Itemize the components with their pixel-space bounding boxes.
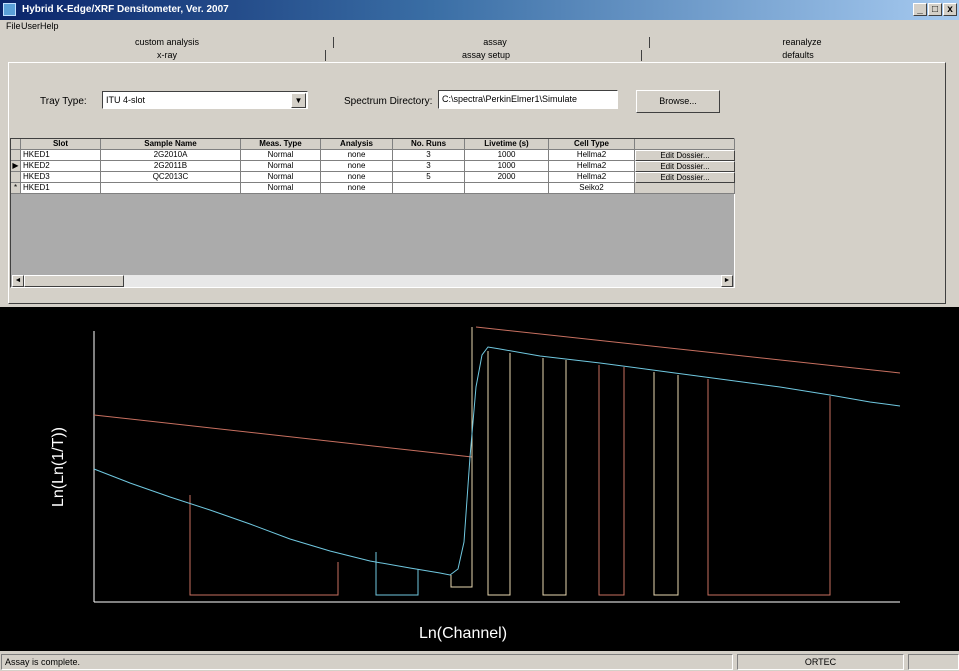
status-message: Assay is complete. (1, 654, 733, 670)
cell-sample-name[interactable]: QC2013C (101, 172, 241, 183)
status-extra (908, 654, 959, 670)
tab-custom-analysis[interactable]: custom analysis (134, 37, 200, 47)
window-title: Hybrid K-Edge/XRF Densitometer, Ver. 200… (22, 4, 229, 15)
col-livetime[interactable]: Livetime (s) (465, 139, 549, 150)
edge-marker (450, 327, 473, 588)
tab-defaults[interactable]: defaults (642, 48, 954, 62)
scroll-thumb[interactable] (24, 275, 124, 287)
cell-no-runs[interactable]: 3 (393, 150, 465, 161)
col-analysis[interactable]: Analysis (321, 139, 393, 150)
cell-sample-name[interactable]: 2G2011B (101, 161, 241, 172)
cell-meas-type[interactable]: Normal (241, 161, 321, 172)
row-marker[interactable] (11, 172, 21, 183)
fit-line-pre-edge (93, 414, 473, 458)
spectrum-trace (93, 346, 901, 576)
cell-no-runs[interactable]: 5 (393, 172, 465, 183)
cell-analysis[interactable]: none (321, 172, 393, 183)
cell-sample-name[interactable]: 2G2010A (101, 150, 241, 161)
status-vendor: ORTEC (737, 654, 904, 670)
scroll-right-icon[interactable]: ► (721, 275, 733, 287)
roi-box-1 (189, 495, 339, 596)
cell-livetime[interactable]: 1000 (465, 150, 549, 161)
spectrum-plot-svg: Ln(Channel) Ln(Ln(1/T)) (50, 326, 901, 642)
y-axis-label: Ln(Ln(1/T)) (50, 427, 67, 507)
close-button[interactable]: x (943, 3, 957, 16)
tab-x-ray[interactable]: x-ray (8, 48, 326, 62)
sample-grid: Slot Sample Name Meas. Type Analysis No.… (10, 138, 735, 288)
tray-type-select[interactable]: ITU 4-slot (102, 91, 308, 109)
x-axis-label: Ln(Channel) (419, 625, 507, 642)
cell-meas-type[interactable]: Normal (241, 183, 321, 194)
scroll-left-icon[interactable]: ◄ (12, 275, 24, 287)
row-marker[interactable] (11, 150, 21, 161)
cell-livetime[interactable] (465, 183, 549, 194)
menu-bar: File User Help (0, 20, 959, 34)
tab-assay-setup[interactable]: assay setup (326, 48, 646, 62)
browse-button[interactable]: Browse... (636, 90, 720, 113)
cell-cell-type[interactable]: Hellma2 (549, 161, 635, 172)
menu-help[interactable]: Help (40, 21, 59, 31)
cell-cell-type[interactable]: Seiko2 (549, 183, 635, 194)
chevron-down-icon[interactable]: ▼ (291, 93, 306, 108)
col-actions (635, 139, 735, 150)
cell-no-runs[interactable] (393, 183, 465, 194)
tab-assay[interactable]: assay (483, 37, 507, 47)
col-cell-type[interactable]: Cell Type (549, 139, 635, 150)
tray-type-label: Tray Type: (40, 96, 87, 107)
col-meas-type[interactable]: Meas. Type (241, 139, 321, 150)
cell-meas-type[interactable]: Normal (241, 150, 321, 161)
cell-meas-type[interactable]: Normal (241, 172, 321, 183)
spectrum-directory-input[interactable]: C:\spectra\PerkinElmer1\Simulate (438, 90, 618, 109)
cell-cell-type[interactable]: Hellma2 (549, 150, 635, 161)
roi-box-3 (487, 351, 511, 596)
fit-line-post-edge (475, 326, 901, 374)
col-slot[interactable]: Slot (21, 139, 101, 150)
edit-dossier-button[interactable]: Edit Dossier... (635, 161, 735, 172)
horizontal-scrollbar[interactable]: ◄ ► (12, 275, 733, 287)
edit-dossier-button[interactable]: Edit Dossier... (635, 150, 735, 161)
cell-analysis[interactable]: none (321, 161, 393, 172)
tab-row-back: custom analysis assay reanalyze (8, 35, 954, 49)
roi-box-7 (707, 379, 831, 596)
cell-livetime[interactable]: 1000 (465, 161, 549, 172)
spectrum-plot: Ln(Channel) Ln(Ln(1/T)) (0, 307, 959, 651)
app-icon (3, 3, 16, 16)
cell-no-runs[interactable]: 3 (393, 161, 465, 172)
minimize-button[interactable]: _ (913, 3, 927, 16)
roi-box-5 (598, 365, 625, 596)
title-bar: Hybrid K-Edge/XRF Densitometer, Ver. 200… (0, 0, 959, 20)
cell-slot[interactable]: HKED2 (21, 161, 101, 172)
cell-slot[interactable]: HKED3 (21, 172, 101, 183)
cell-cell-type[interactable]: Hellma2 (549, 172, 635, 183)
menu-user[interactable]: User (21, 21, 41, 31)
cell-livetime[interactable]: 2000 (465, 172, 549, 183)
col-no-runs[interactable]: No. Runs (393, 139, 465, 150)
tab-row-front: x-ray assay setup defaults (8, 48, 954, 62)
edit-dossier-button[interactable]: Edit Dossier... (635, 172, 735, 183)
maximize-button[interactable]: □ (928, 3, 942, 16)
cell-slot[interactable]: HKED1 (21, 183, 101, 194)
status-bar: Assay is complete. ORTEC (0, 652, 959, 671)
cell-slot[interactable]: HKED1 (21, 150, 101, 161)
cell-analysis[interactable]: none (321, 183, 393, 194)
tab-reanalyze[interactable]: reanalyze (782, 37, 822, 47)
spectrum-directory-label: Spectrum Directory: (344, 96, 433, 107)
roi-box-4 (542, 358, 567, 596)
menu-file[interactable]: File (6, 21, 21, 31)
cell-sample-name[interactable] (101, 183, 241, 194)
roi-box-6 (653, 372, 679, 596)
col-sample-name[interactable]: Sample Name (101, 139, 241, 150)
cell-action[interactable] (635, 183, 735, 194)
row-marker[interactable]: * (11, 183, 21, 194)
roi-box-2 (375, 552, 419, 596)
assay-setup-panel (8, 62, 946, 304)
cell-analysis[interactable]: none (321, 150, 393, 161)
row-marker[interactable]: ▶ (11, 161, 21, 172)
